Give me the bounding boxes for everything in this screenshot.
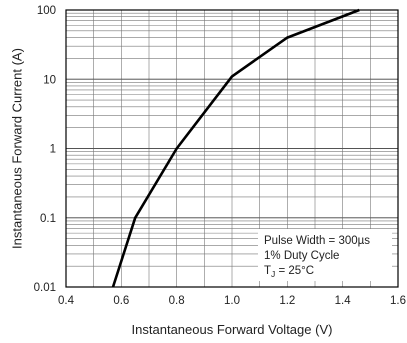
- annotation-junction-temp: TJ = 25°C: [264, 265, 314, 279]
- x-tick-label: 1.0: [224, 295, 240, 307]
- y-tick-label: 100: [37, 5, 56, 17]
- x-tick-label: 1.6: [390, 295, 406, 307]
- y-axis-label: Instantaneous Forward Current (A): [9, 48, 24, 249]
- x-axis-label: Instantaneous Forward Voltage (V): [132, 322, 333, 337]
- x-tick-label: 0.6: [113, 295, 129, 307]
- tick-labels: 0.4 0.6 0.8 1.0 1.2 1.4 1.6 0.01 0.1 1 10 100: [34, 5, 406, 307]
- annotation-background: [258, 229, 392, 281]
- series-layer: [111, 8, 360, 288]
- annotation-box: Pulse Width = 300µs 1% Duty Cycle TJ = 2…: [258, 229, 392, 281]
- x-tick-label: 0.4: [58, 295, 75, 307]
- annotation-temp-symbol: T: [264, 265, 271, 277]
- y-tick-label: 10: [43, 74, 56, 86]
- plot-frame: [65, 9, 399, 288]
- forward-current-curve: [111, 8, 360, 288]
- x-tick-label: 1.2: [279, 295, 295, 307]
- annotation-temp-value: = 25°C: [275, 265, 314, 277]
- annotation-pulse-width: Pulse Width = 300µs: [264, 235, 370, 247]
- annotation-temp-subscript: J: [271, 269, 275, 279]
- annotation-duty-cycle: 1% Duty Cycle: [264, 250, 339, 262]
- y-tick-label: 0.01: [34, 282, 56, 294]
- x-tick-label: 0.8: [169, 295, 185, 307]
- x-tick-label: 1.4: [335, 295, 352, 307]
- y-tick-label: 1: [50, 144, 56, 156]
- y-tick-label: 0.1: [40, 213, 56, 225]
